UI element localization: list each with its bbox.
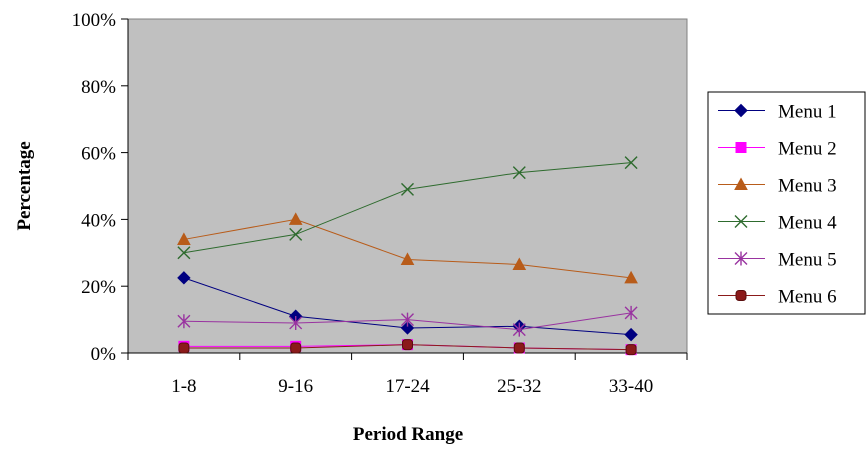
x-axis-label: Period Range (353, 424, 463, 445)
x-tick-label: 1-8 (171, 376, 196, 397)
legend-marker (734, 177, 748, 190)
data-point (400, 321, 415, 335)
data-point (288, 212, 303, 225)
data-point (624, 156, 638, 170)
data-point (400, 252, 415, 265)
data-point (402, 339, 413, 351)
legend-item: Menu 4 (718, 213, 837, 234)
data-point (513, 342, 525, 354)
legend-box (707, 91, 866, 315)
legend-marker (735, 142, 747, 153)
data-point (177, 232, 191, 245)
legend-label: Menu 5 (778, 250, 837, 271)
x-tick-label: 17-24 (385, 376, 430, 397)
data-point (177, 246, 191, 260)
y-axis-label: Percentage (14, 141, 35, 230)
y-tick-label: 80% (81, 77, 116, 98)
y-tick-label: 100% (72, 10, 117, 31)
legend-item: Menu 6 (718, 287, 837, 308)
series-6 (178, 339, 637, 356)
data-point (401, 312, 414, 327)
legend-label: Menu 6 (778, 287, 837, 308)
data-point (512, 166, 526, 180)
legend-label: Menu 1 (778, 102, 837, 123)
data-point (624, 305, 638, 320)
x-tick-label: 33-40 (609, 376, 653, 397)
legend-marker (734, 251, 748, 266)
legend-item: Menu 1 (718, 102, 837, 123)
legend-item: Menu 5 (718, 250, 837, 271)
legend-item: Menu 3 (718, 176, 837, 197)
data-point (401, 182, 414, 196)
data-point (177, 314, 191, 329)
legend-marker (734, 215, 748, 228)
data-point (290, 342, 302, 354)
data-point (512, 257, 527, 270)
series-5 (177, 305, 638, 337)
y-tick-label: 20% (81, 277, 116, 298)
y-tick-label: 60% (81, 144, 116, 165)
data-point (289, 315, 303, 330)
series-3 (177, 212, 638, 284)
data-point (512, 322, 526, 337)
plot-area (127, 18, 688, 354)
legend-marker (734, 103, 748, 118)
data-point (624, 270, 638, 284)
x-tick-label: 9-16 (278, 376, 313, 397)
y-tick-label: 0% (91, 344, 117, 365)
legend-item: Menu 2 (718, 139, 837, 160)
data-point (178, 342, 190, 354)
legend-label: Menu 4 (778, 213, 837, 234)
series-4 (177, 156, 638, 260)
legend-marker (735, 290, 747, 301)
x-tick-label: 25-32 (497, 376, 541, 397)
legend-label: Menu 3 (778, 176, 837, 197)
y-tick-label: 40% (81, 210, 116, 231)
legend-label: Menu 2 (778, 139, 837, 160)
data-point (625, 344, 637, 356)
data-point (624, 327, 638, 342)
data-point (289, 227, 303, 241)
data-point (177, 271, 191, 285)
